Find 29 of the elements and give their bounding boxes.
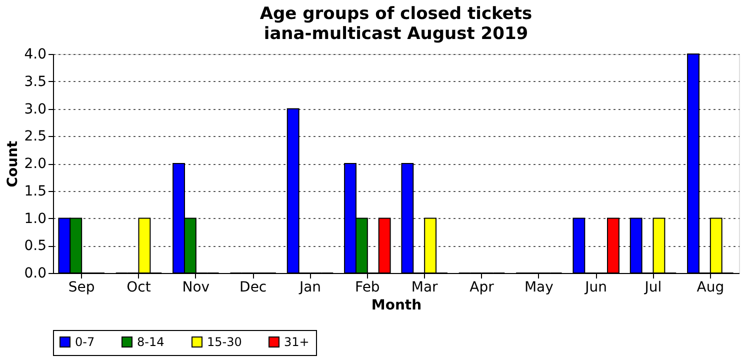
y-tick-label: 2.5 (24, 128, 46, 145)
chart-subtitle: iana-multicast August 2019 (264, 24, 528, 44)
x-tick-label: Jun (584, 280, 608, 296)
x-tick-label: Jul (644, 280, 662, 296)
y-tick-label: 3.0 (24, 101, 46, 118)
y-tick-label: 1.5 (24, 183, 46, 200)
x-tick-label: Sep (68, 280, 95, 296)
x-tick-label: May (524, 280, 554, 296)
y-tick-label: 1.0 (24, 210, 46, 227)
chart-title: Age groups of closed tickets (260, 4, 532, 24)
y-tick-label: 4.0 (24, 46, 46, 62)
x-tick-label: Nov (182, 280, 210, 296)
y-axis-title: Count (5, 140, 22, 188)
x-axis-title: Month (371, 298, 422, 314)
x-tick-label: Feb (355, 280, 380, 296)
x-tick-label: Jan (298, 280, 322, 296)
legend-label: 8-14 (137, 335, 164, 349)
x-tick-label: Mar (411, 280, 438, 296)
x-tick-label: Aug (696, 280, 724, 296)
legend-label: 0-7 (75, 335, 95, 349)
x-tick-label: Dec (240, 280, 267, 296)
legend-label: 31+ (284, 335, 310, 349)
y-tick-label: 2.0 (24, 156, 46, 172)
legend-label: 15-30 (207, 335, 242, 349)
y-tick-label: 3.5 (24, 74, 46, 90)
y-tick-label: 0.5 (24, 238, 46, 254)
x-tick-label: Apr (470, 280, 494, 296)
x-tick-label: Oct (126, 280, 152, 296)
y-tick-label: 0.0 (24, 266, 46, 282)
